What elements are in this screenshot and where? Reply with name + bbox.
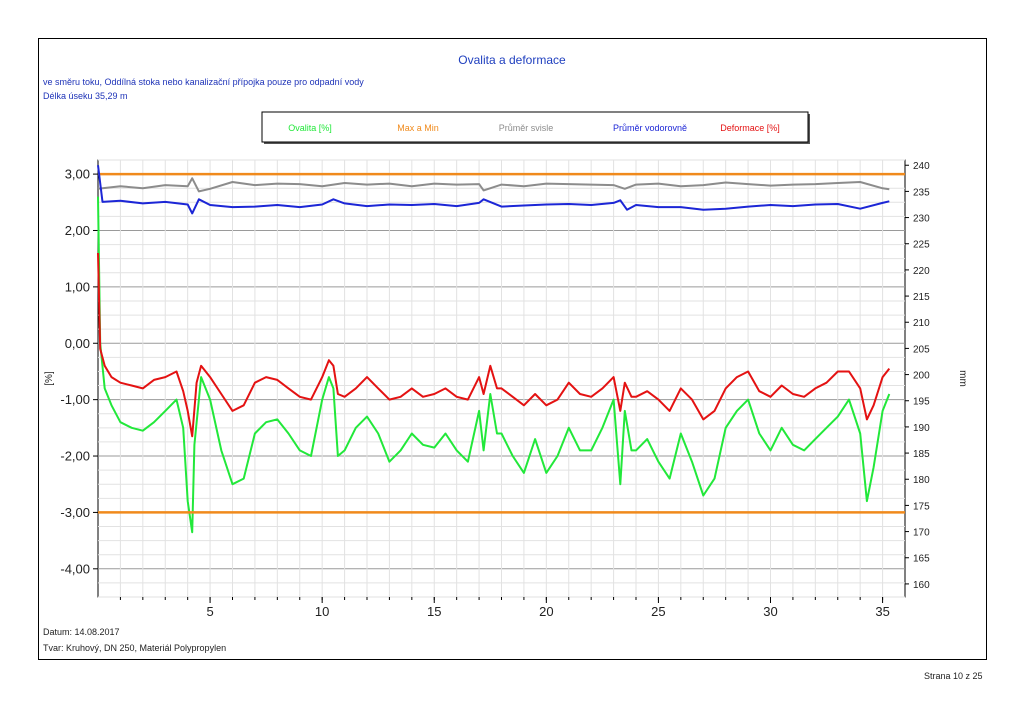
x-tick-label: 5 (206, 604, 213, 619)
footer-date: Datum: 14.08.2017 (43, 627, 120, 637)
legend-entry: Deformace [%] (720, 123, 780, 133)
y2-tick-label: 195 (913, 397, 930, 408)
series-line-4 (97, 252, 891, 438)
x-tick-label: 25 (651, 604, 665, 619)
y-tick-label: -4,00 (60, 561, 90, 576)
y2-tick-label: 160 (913, 580, 930, 591)
x-tick-label: 30 (763, 604, 777, 619)
page-number: Strana 10 z 25 (924, 671, 983, 681)
y2-tick-label: 190 (913, 423, 930, 434)
legend-entry: Max a Min (397, 123, 439, 133)
x-tick-label: 20 (539, 604, 553, 619)
y2-tick-label: 180 (913, 475, 930, 486)
y-tick-label: -2,00 (60, 449, 90, 464)
series-line-0 (97, 196, 891, 534)
series-group (97, 165, 905, 534)
y-tick-label: 2,00 (65, 223, 90, 238)
y2-tick-label: 175 (913, 501, 930, 512)
y-axis-label: [%] (44, 371, 55, 386)
series-line-2 (97, 177, 890, 193)
report-frame (38, 38, 987, 660)
y-tick-label: 3,00 (65, 167, 90, 182)
y2-tick-label: 220 (913, 266, 930, 277)
y2-tick-label: 165 (913, 554, 930, 565)
legend-entry: Průměr svisle (499, 123, 554, 133)
y2-tick-label: 225 (913, 240, 930, 251)
y2-tick-label: 200 (913, 371, 930, 382)
y2-tick-label: 170 (913, 528, 930, 539)
x-tick-label: 15 (427, 604, 441, 619)
legend-entry: Průměr vodorovně (613, 123, 687, 133)
x-tick-label: 35 (875, 604, 889, 619)
y2-tick-label: 230 (913, 214, 930, 225)
y2-tick-label: 210 (913, 318, 930, 329)
chart-title: Ovalita a deformace (458, 53, 566, 67)
y-tick-label: 0,00 (65, 336, 90, 351)
y-tick-label: 1,00 (65, 279, 90, 294)
y2-tick-label: 240 (913, 161, 930, 172)
y2-tick-label: 185 (913, 449, 930, 460)
subtitle-length: Délka úseku 35,29 m (43, 91, 128, 101)
footer-shape: Tvar: Kruhový, DN 250, Materiál Polyprop… (43, 643, 227, 653)
series-line-3 (97, 165, 890, 215)
x-tick-label: 10 (315, 604, 329, 619)
y2-axis-label: mm (957, 370, 968, 387)
legend-entry: Ovalita [%] (288, 123, 332, 133)
y-tick-label: -3,00 (60, 505, 90, 520)
y2-tick-label: 205 (913, 344, 930, 355)
y2-tick-label: 215 (913, 292, 930, 303)
y2-tick-label: 235 (913, 187, 930, 198)
legend-box (261, 111, 809, 143)
y-tick-label: -1,00 (60, 392, 90, 407)
subtitle-direction: ve směru toku, Oddílná stoka nebo kanali… (43, 77, 364, 87)
